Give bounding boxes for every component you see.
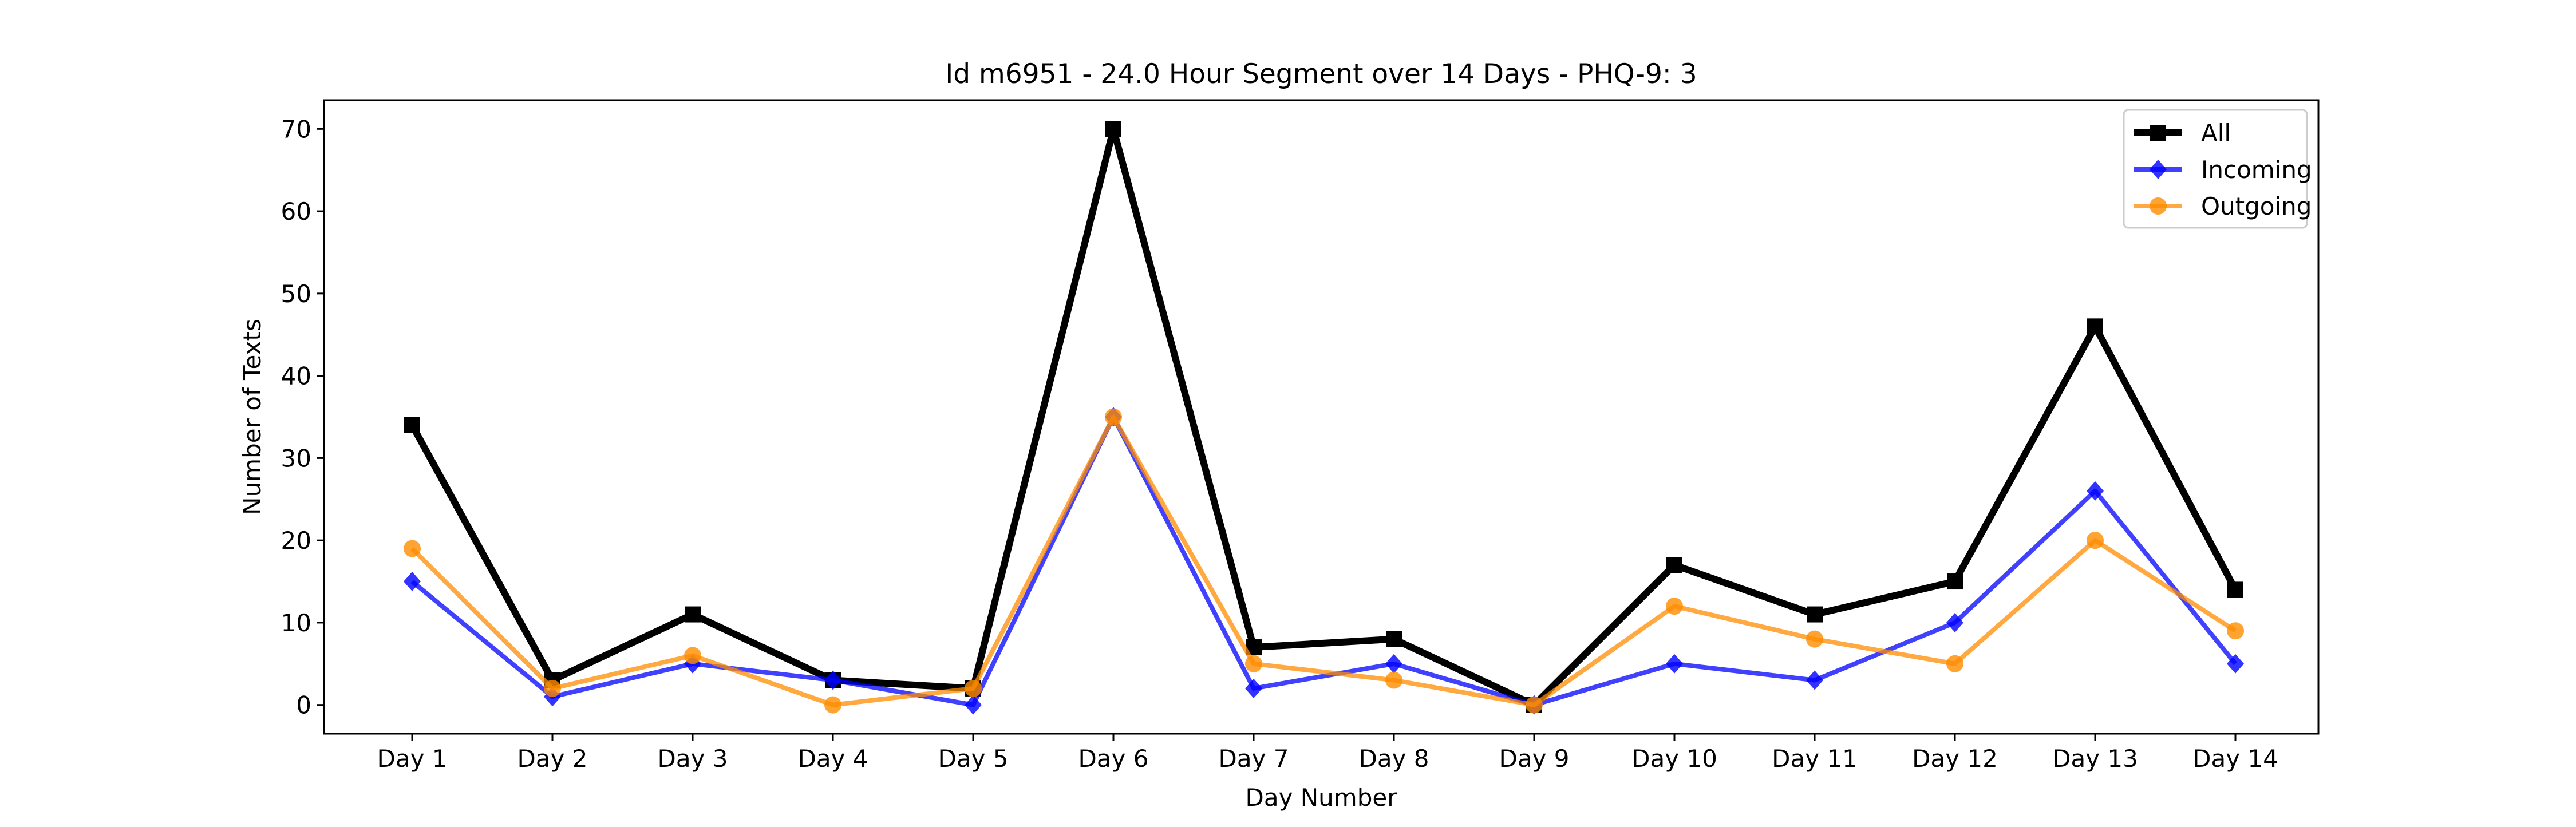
legend-marker xyxy=(2150,125,2166,141)
legend-label: Outgoing xyxy=(2201,192,2312,220)
chart-title: Id m6951 - 24.0 Hour Segment over 14 Day… xyxy=(945,58,1697,90)
data-point xyxy=(1385,671,1402,689)
data-point xyxy=(1946,612,1963,632)
x-tick-label: Day 11 xyxy=(1772,745,1858,773)
x-tick-label: Day 2 xyxy=(517,745,587,773)
y-tick-label: 30 xyxy=(281,444,311,472)
data-point xyxy=(404,572,421,592)
data-point xyxy=(2087,318,2103,335)
data-point xyxy=(1105,408,1122,426)
y-tick-label: 10 xyxy=(281,609,311,637)
x-tick-label: Day 10 xyxy=(1631,745,1717,773)
data-point xyxy=(1245,678,1262,698)
x-tick-label: Day 4 xyxy=(797,745,868,773)
data-point xyxy=(404,417,420,433)
y-axis-label: Number of Texts xyxy=(238,319,266,515)
series-layer xyxy=(404,121,2244,715)
data-point xyxy=(2227,654,2244,674)
legend-marker xyxy=(2150,160,2167,179)
legend-label: Incoming xyxy=(2201,156,2312,184)
data-point xyxy=(1385,654,1402,674)
x-tick-label: Day 9 xyxy=(1499,745,1569,773)
x-tick-label: Day 13 xyxy=(2052,745,2138,773)
x-tick-label: Day 3 xyxy=(657,745,728,773)
x-tick-label: Day 14 xyxy=(2192,745,2278,773)
data-point xyxy=(2227,581,2243,598)
x-tick-label: Day 12 xyxy=(1912,745,1998,773)
y-tick-label: 50 xyxy=(281,280,311,308)
data-point xyxy=(1245,655,1262,672)
data-point xyxy=(544,679,561,697)
y-tick-label: 60 xyxy=(281,197,311,225)
series-line-all xyxy=(409,125,2239,709)
x-tick-label: Day 8 xyxy=(1358,745,1429,773)
x-tick-label: Day 7 xyxy=(1218,745,1289,773)
y-tick-label: 70 xyxy=(281,115,311,143)
x-axis-label: Day Number xyxy=(1245,784,1397,812)
y-tick-label: 0 xyxy=(296,691,311,719)
plot-frame xyxy=(323,99,2320,735)
data-point xyxy=(1806,630,1823,648)
x-tick-label: Day 6 xyxy=(1078,745,1148,773)
data-point xyxy=(2087,481,2104,501)
legend: All Incoming Outgoing xyxy=(2123,109,2312,229)
data-point xyxy=(1806,670,1823,690)
data-point xyxy=(824,696,841,714)
series-line-incoming xyxy=(410,414,2238,707)
data-point xyxy=(1666,557,1682,573)
data-point xyxy=(824,670,841,690)
data-point xyxy=(1526,696,1543,714)
data-point xyxy=(1947,573,1963,590)
y-tick-label: 20 xyxy=(281,527,311,555)
axes-layer: 0 10 20 30 40 50 60 70 Day 1 Day 2 Day 3 Day 4 Day 5… xyxy=(281,99,2320,773)
data-point xyxy=(2227,622,2244,640)
legend-frame xyxy=(2123,109,2308,229)
series-line-outgoing xyxy=(410,414,2237,707)
series-all xyxy=(404,121,2243,713)
data-point xyxy=(1105,121,1121,137)
data-point xyxy=(965,695,982,715)
series-outgoing xyxy=(404,408,2244,714)
data-point xyxy=(685,606,701,623)
x-tick-label: Day 5 xyxy=(938,745,1008,773)
data-point xyxy=(1386,631,1402,647)
data-point xyxy=(1666,598,1683,615)
series-incoming xyxy=(404,407,2244,715)
data-point xyxy=(965,679,982,697)
data-point xyxy=(2087,532,2104,549)
y-tick-label: 40 xyxy=(281,362,311,390)
data-point xyxy=(404,540,421,557)
legend-marker xyxy=(2150,197,2167,215)
legend-label: All xyxy=(2201,119,2231,147)
data-point xyxy=(1946,655,1963,672)
x-tick-label: Day 1 xyxy=(377,745,447,773)
data-point xyxy=(1807,606,1823,623)
data-point xyxy=(1666,654,1683,674)
data-point xyxy=(684,647,701,664)
